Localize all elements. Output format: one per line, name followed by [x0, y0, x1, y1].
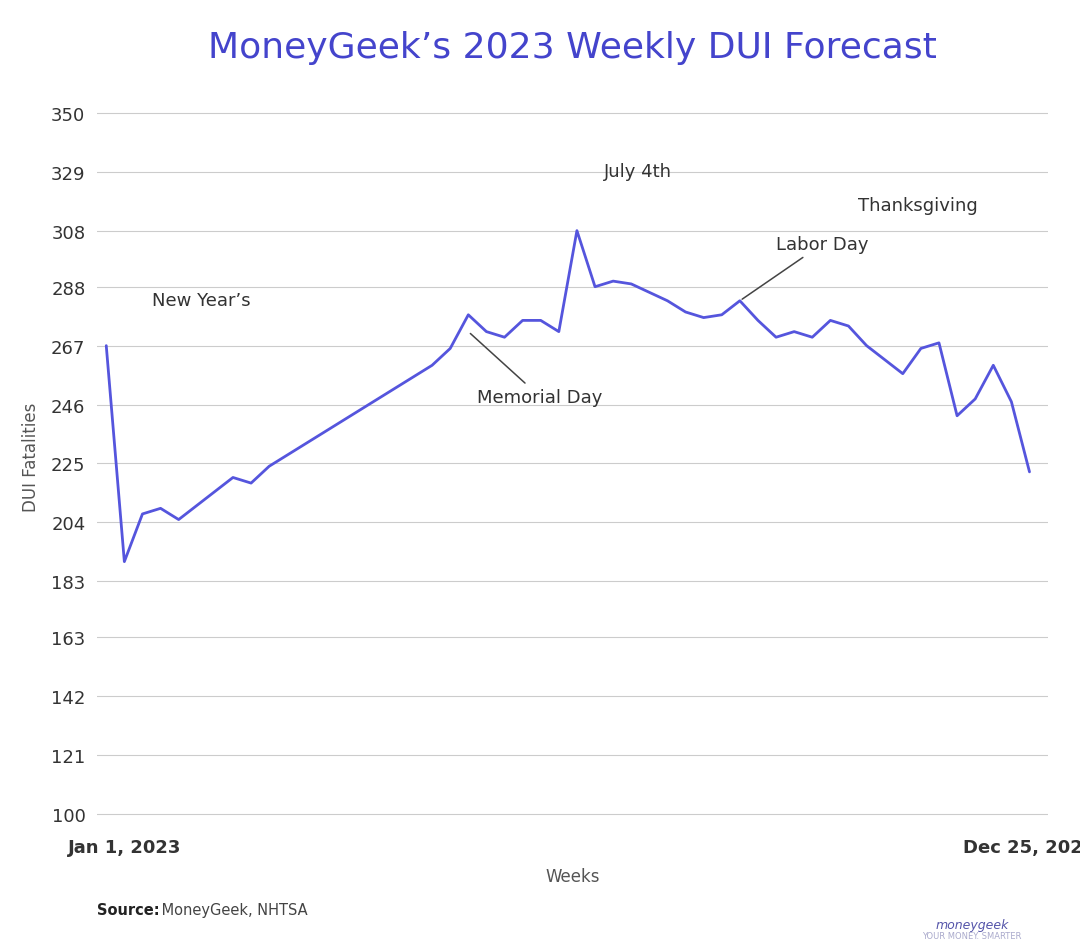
Title: MoneyGeek’s 2023 Weekly DUI Forecast: MoneyGeek’s 2023 Weekly DUI Forecast — [208, 31, 936, 65]
Text: New Year’s: New Year’s — [151, 292, 251, 309]
Text: YOUR MONEY. SMARTER: YOUR MONEY. SMARTER — [922, 931, 1022, 940]
Text: Labor Day: Labor Day — [742, 236, 868, 300]
Text: July 4th: July 4th — [604, 163, 672, 181]
Y-axis label: DUI Fatalities: DUI Fatalities — [22, 403, 40, 511]
Text: Memorial Day: Memorial Day — [471, 334, 603, 407]
Text: Thanksgiving: Thanksgiving — [858, 197, 977, 214]
Text: MoneyGeek, NHTSA: MoneyGeek, NHTSA — [157, 902, 307, 917]
X-axis label: Weeks: Weeks — [545, 867, 599, 885]
Text: moneygeek: moneygeek — [935, 919, 1009, 931]
Text: Source:: Source: — [97, 902, 160, 917]
